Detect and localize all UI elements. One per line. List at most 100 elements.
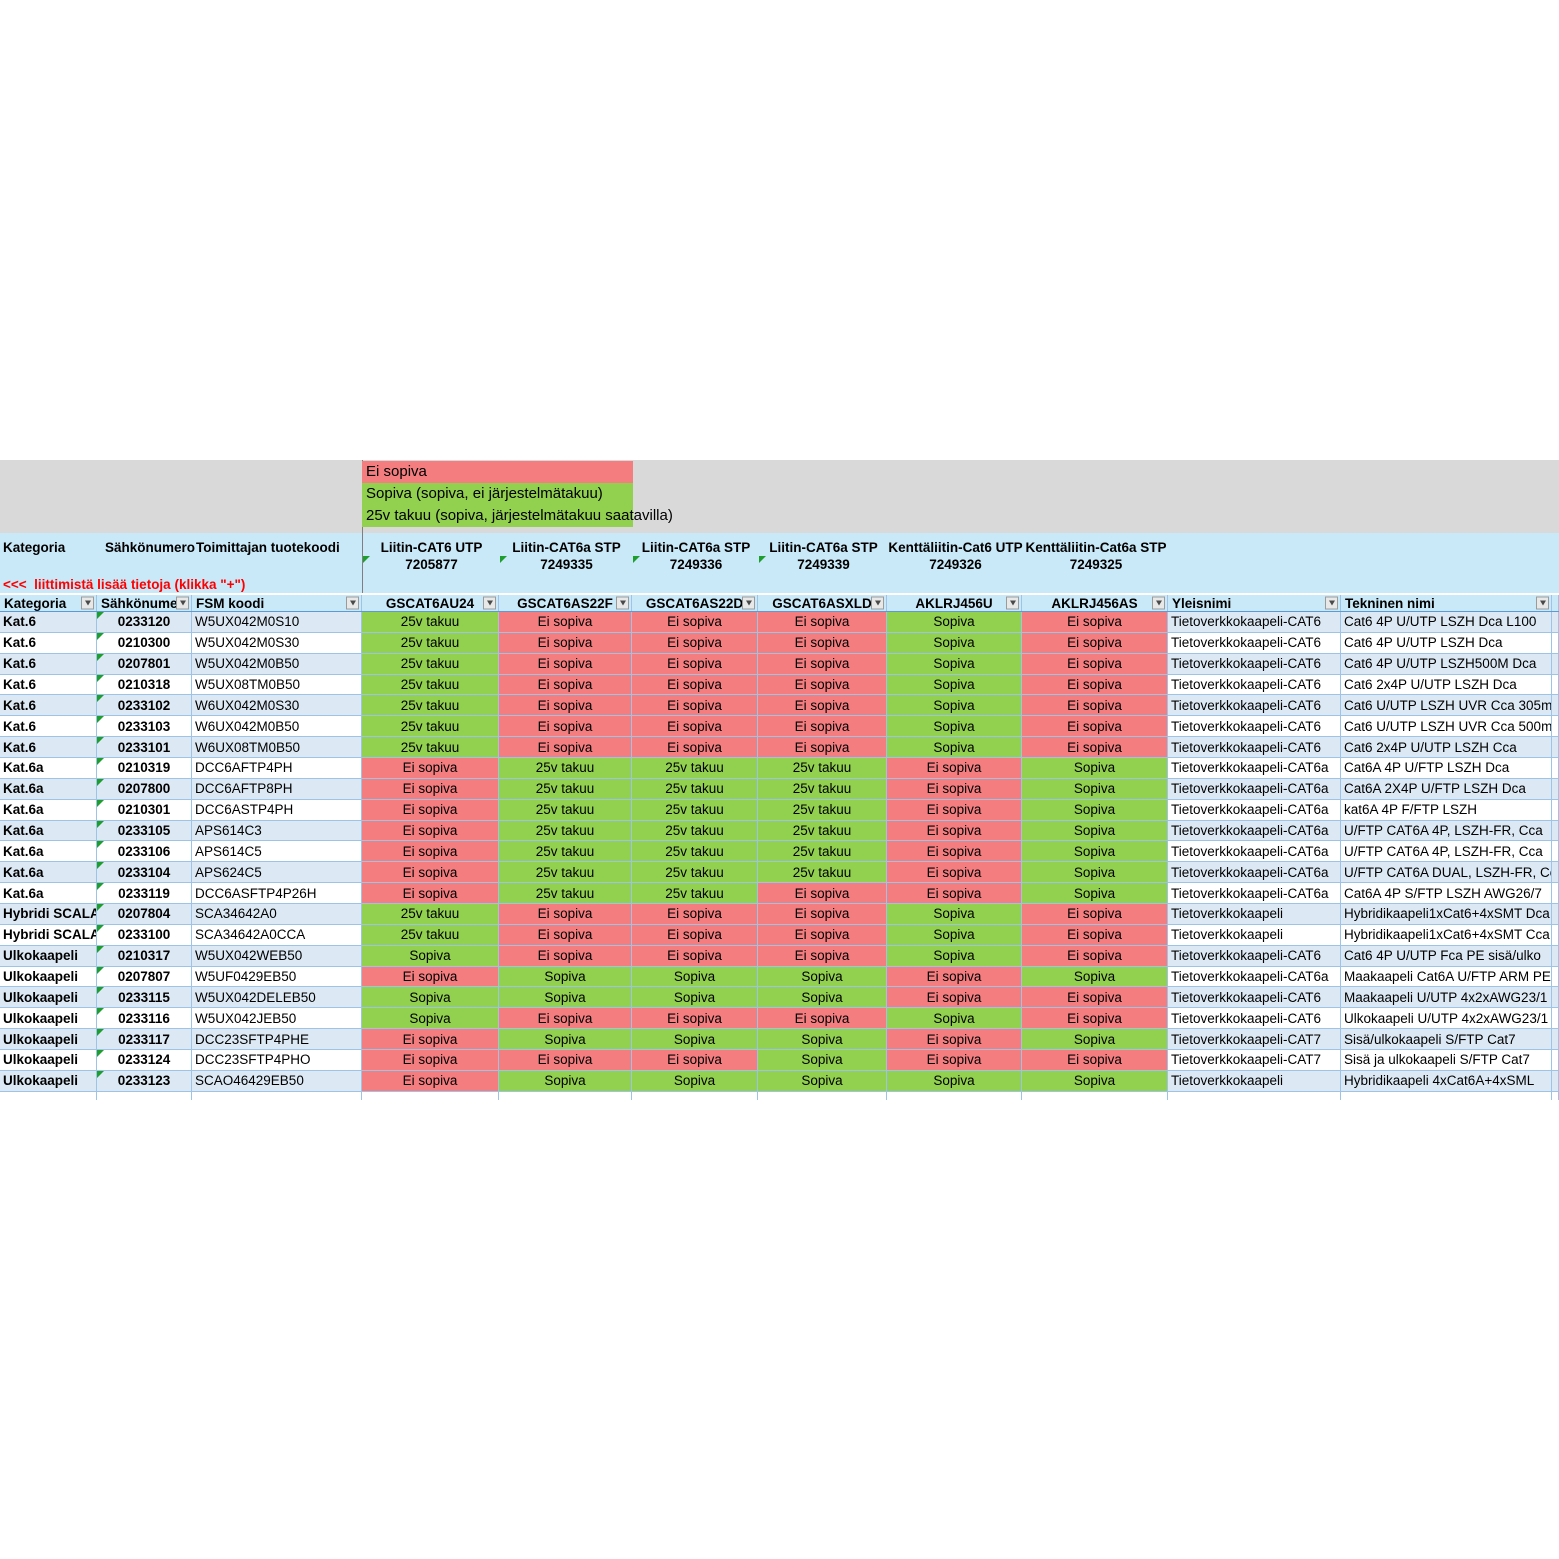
filter-header-gscat6asxld[interactable]: GSCAT6ASXLD bbox=[758, 595, 887, 611]
fsm-koodi-cell[interactable]: W6UX042M0S30 bbox=[192, 695, 362, 717]
fsm-koodi-cell[interactable]: DCC6ASFTP4P26H bbox=[192, 883, 362, 905]
compatibility-status-cell[interactable]: Sopiva bbox=[499, 966, 632, 988]
category-cell[interactable]: Kat.6 bbox=[0, 716, 97, 738]
fsm-koodi-cell[interactable]: W5UX042M0S30 bbox=[192, 632, 362, 654]
category-cell[interactable]: Kat.6a bbox=[0, 820, 97, 842]
yleisnimi-cell[interactable]: Tietoverkkokaapeli bbox=[1168, 904, 1341, 925]
tekninen-nimi-cell[interactable]: Cat6 4P U/UTP LSZH500M Dca bbox=[1341, 653, 1552, 675]
compatibility-status-cell[interactable]: Ei sopiva bbox=[632, 653, 758, 675]
compatibility-status-cell[interactable]: 25v takuu bbox=[632, 883, 758, 905]
compatibility-status-cell[interactable]: 25v takuu bbox=[632, 758, 758, 779]
compatibility-status-cell[interactable]: 25v takuu bbox=[499, 841, 632, 863]
fsm-koodi-cell[interactable]: DCC6AFTP8PH bbox=[192, 778, 362, 800]
category-cell[interactable]: Kat.6a bbox=[0, 758, 97, 779]
category-cell[interactable]: Hybridi SCALA bbox=[0, 924, 97, 946]
compatibility-status-cell[interactable]: Ei sopiva bbox=[499, 737, 632, 759]
sahkonumero-cell[interactable]: 0233105 bbox=[97, 820, 192, 842]
compatibility-status-cell[interactable]: Sopiva bbox=[887, 924, 1022, 946]
category-cell[interactable]: Hybridi SCALA bbox=[0, 904, 97, 925]
fsm-koodi-cell[interactable]: W6UX08TM0B50 bbox=[192, 737, 362, 759]
fsm-koodi-cell[interactable]: SCAO46429EB50 bbox=[192, 1070, 362, 1092]
compatibility-status-cell[interactable]: Ei sopiva bbox=[1022, 737, 1168, 759]
yleisnimi-cell[interactable]: Tietoverkkokaapeli-CAT6a bbox=[1168, 778, 1341, 800]
fsm-koodi-cell[interactable]: DCC6AFTP4PH bbox=[192, 758, 362, 779]
compatibility-status-cell[interactable]: Ei sopiva bbox=[499, 924, 632, 946]
compatibility-status-cell[interactable]: Sopiva bbox=[499, 1029, 632, 1051]
sahkonumero-cell[interactable]: 0233102 bbox=[97, 695, 192, 717]
compatibility-status-cell[interactable]: Ei sopiva bbox=[1022, 924, 1168, 946]
compatibility-status-cell[interactable]: Sopiva bbox=[632, 1029, 758, 1051]
compatibility-status-cell[interactable]: 25v takuu bbox=[362, 674, 499, 696]
compatibility-status-cell[interactable]: 25v takuu bbox=[362, 924, 499, 946]
fsm-koodi-cell[interactable]: DCC23SFTP4PHO bbox=[192, 1050, 362, 1071]
compatibility-status-cell[interactable]: Ei sopiva bbox=[362, 1050, 499, 1071]
compatibility-status-cell[interactable]: Ei sopiva bbox=[758, 674, 887, 696]
compatibility-status-cell[interactable]: 25v takuu bbox=[632, 799, 758, 821]
compatibility-status-cell[interactable]: Sopiva bbox=[887, 737, 1022, 759]
category-cell[interactable]: Ulkokaapeli bbox=[0, 1029, 97, 1051]
compatibility-status-cell[interactable]: 25v takuu bbox=[632, 841, 758, 863]
compatibility-status-cell[interactable]: Ei sopiva bbox=[887, 862, 1022, 884]
compatibility-status-cell[interactable]: Ei sopiva bbox=[887, 778, 1022, 800]
compatibility-status-cell[interactable]: Ei sopiva bbox=[632, 716, 758, 738]
sahkonumero-cell[interactable]: 0233101 bbox=[97, 737, 192, 759]
yleisnimi-cell[interactable]: Tietoverkkokaapeli-CAT6a bbox=[1168, 799, 1341, 821]
compatibility-status-cell[interactable]: Ei sopiva bbox=[1022, 1050, 1168, 1071]
yleisnimi-cell[interactable]: Tietoverkkokaapeli-CAT6a bbox=[1168, 862, 1341, 884]
compatibility-status-cell[interactable]: Sopiva bbox=[887, 653, 1022, 675]
compatibility-status-cell[interactable]: Ei sopiva bbox=[758, 945, 887, 967]
compatibility-status-cell[interactable]: Sopiva bbox=[758, 987, 887, 1009]
tekninen-nimi-cell[interactable]: Sisä/ulkokaapeli S/FTP Cat7 bbox=[1341, 1029, 1552, 1051]
fsm-koodi-cell[interactable]: APS614C5 bbox=[192, 841, 362, 863]
sahkonumero-cell[interactable]: 0210301 bbox=[97, 799, 192, 821]
category-cell[interactable]: Ulkokaapeli bbox=[0, 1070, 97, 1092]
filter-dropdown-button[interactable] bbox=[483, 596, 496, 610]
category-cell[interactable]: Kat.6 bbox=[0, 695, 97, 717]
compatibility-status-cell[interactable]: 25v takuu bbox=[362, 612, 499, 633]
tekninen-nimi-cell[interactable]: Hybridikaapeli1xCat6+4xSMT Cca bbox=[1341, 924, 1552, 946]
category-cell[interactable]: Kat.6a bbox=[0, 883, 97, 905]
compatibility-status-cell[interactable]: Sopiva bbox=[887, 945, 1022, 967]
compatibility-status-cell[interactable]: Sopiva bbox=[1022, 966, 1168, 988]
compatibility-status-cell[interactable]: Sopiva bbox=[1022, 778, 1168, 800]
compatibility-status-cell[interactable]: 25v takuu bbox=[499, 778, 632, 800]
filter-dropdown-button[interactable] bbox=[742, 596, 755, 610]
sahkonumero-cell[interactable]: 0233119 bbox=[97, 883, 192, 905]
compatibility-status-cell[interactable]: Ei sopiva bbox=[632, 1008, 758, 1030]
compatibility-status-cell[interactable]: Ei sopiva bbox=[887, 1050, 1022, 1071]
fsm-koodi-cell[interactable]: W5UX042M0S10 bbox=[192, 612, 362, 633]
tekninen-nimi-cell[interactable]: Cat6 2x4P U/UTP LSZH Cca bbox=[1341, 737, 1552, 759]
yleisnimi-cell[interactable]: Tietoverkkokaapeli-CAT6a bbox=[1168, 758, 1341, 779]
category-cell[interactable]: Kat.6 bbox=[0, 737, 97, 759]
compatibility-status-cell[interactable]: Ei sopiva bbox=[758, 883, 887, 905]
compatibility-status-cell[interactable]: Ei sopiva bbox=[362, 758, 499, 779]
compatibility-status-cell[interactable]: Ei sopiva bbox=[887, 758, 1022, 779]
compatibility-status-cell[interactable]: Ei sopiva bbox=[632, 695, 758, 717]
yleisnimi-cell[interactable]: Tietoverkkokaapeli-CAT6 bbox=[1168, 612, 1341, 633]
sahkonumero-cell[interactable]: 0233115 bbox=[97, 987, 192, 1009]
compatibility-status-cell[interactable]: 25v takuu bbox=[362, 653, 499, 675]
yleisnimi-cell[interactable]: Tietoverkkokaapeli-CAT6 bbox=[1168, 632, 1341, 654]
compatibility-status-cell[interactable]: Sopiva bbox=[758, 1070, 887, 1092]
category-cell[interactable]: Ulkokaapeli bbox=[0, 1008, 97, 1030]
compatibility-status-cell[interactable]: Ei sopiva bbox=[499, 612, 632, 633]
compatibility-status-cell[interactable]: Ei sopiva bbox=[362, 799, 499, 821]
filter-header-yleisnimi[interactable]: Yleisnimi bbox=[1168, 595, 1341, 611]
compatibility-status-cell[interactable]: Ei sopiva bbox=[758, 737, 887, 759]
compatibility-status-cell[interactable]: Ei sopiva bbox=[887, 883, 1022, 905]
compatibility-status-cell[interactable]: 25v takuu bbox=[362, 904, 499, 925]
compatibility-status-cell[interactable]: Ei sopiva bbox=[632, 1050, 758, 1071]
compatibility-status-cell[interactable]: Ei sopiva bbox=[1022, 904, 1168, 925]
compatibility-status-cell[interactable]: Ei sopiva bbox=[758, 924, 887, 946]
compatibility-status-cell[interactable]: Ei sopiva bbox=[758, 632, 887, 654]
fsm-koodi-cell[interactable]: SCA34642A0CCA bbox=[192, 924, 362, 946]
fsm-koodi-cell[interactable]: DCC23SFTP4PHE bbox=[192, 1029, 362, 1051]
yleisnimi-cell[interactable]: Tietoverkkokaapeli-CAT6 bbox=[1168, 1008, 1341, 1030]
compatibility-status-cell[interactable]: Ei sopiva bbox=[499, 1008, 632, 1030]
yleisnimi-cell[interactable]: Tietoverkkokaapeli-CAT6 bbox=[1168, 716, 1341, 738]
tekninen-nimi-cell[interactable]: Maakaapeli Cat6A U/FTP ARM PE bbox=[1341, 966, 1552, 988]
yleisnimi-cell[interactable]: Tietoverkkokaapeli-CAT6a bbox=[1168, 883, 1341, 905]
compatibility-status-cell[interactable]: 25v takuu bbox=[758, 758, 887, 779]
compatibility-status-cell[interactable]: 25v takuu bbox=[632, 778, 758, 800]
category-cell[interactable]: Ulkokaapeli bbox=[0, 966, 97, 988]
